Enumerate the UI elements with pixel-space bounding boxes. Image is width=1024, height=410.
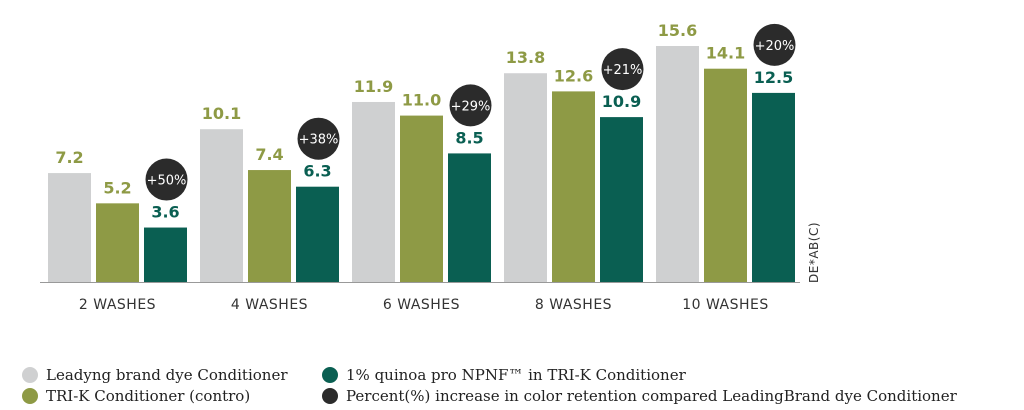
legend-label-percent: Percent(%) increase in color retention c…: [346, 387, 957, 405]
data-label-quinoa-2: 6.3: [303, 162, 331, 181]
x-tick-label-3: 6 WASHES: [383, 297, 460, 313]
data-label-trik-2: 7.4: [255, 145, 283, 164]
data-label-quinoa-5: 12.5: [754, 68, 793, 87]
percent-bubble-4: [601, 48, 644, 91]
x-tick-label-1: 2 WASHES: [79, 297, 156, 313]
data-label-quinoa-1: 3.6: [151, 203, 179, 222]
bar-trik-4: [552, 91, 595, 282]
bar-chart: 7.2 5.2 3.6 +50% 2 WASHES 10.1 7.4 6.3 +38% 4 WAS…: [40, 21, 821, 313]
legend-item-leading: Leadyng brand dye Conditioner: [22, 366, 288, 384]
data-label-leading-5: 15.6: [658, 21, 697, 40]
legend-swatch-trik: [22, 388, 38, 404]
bar-trik-2: [248, 170, 291, 282]
bar-leading-3: [352, 101, 395, 282]
data-label-trik-5: 14.1: [706, 44, 745, 63]
data-label-quinoa-3: 8.5: [455, 128, 483, 147]
bar-leading-1: [48, 173, 91, 282]
legend-item-quinoa: 1% quinoa pro NPNF™ in TRI-K Conditioner: [322, 366, 686, 384]
legend-swatch-quinoa: [322, 367, 338, 383]
bar-trik-5: [704, 68, 747, 282]
legend-item-percent: Percent(%) increase in color retention c…: [322, 387, 957, 405]
bar-leading-5: [656, 46, 699, 282]
percent-label-4: +21%: [603, 63, 643, 78]
percent-bubble-5: [753, 23, 796, 66]
percent-bubble-3: [449, 84, 492, 127]
percent-bubble-1: [145, 158, 188, 201]
bar-quinoa-2: [296, 186, 339, 282]
data-label-leading-2: 10.1: [202, 104, 241, 123]
percent-label-2: +38%: [299, 133, 339, 148]
data-label-leading-1: 7.2: [55, 148, 83, 167]
y-axis-label: DE*AB(C): [807, 222, 821, 283]
legend-item-trik: TRI-K Conditioner (contro): [22, 387, 250, 405]
bar-trik-1: [96, 203, 139, 282]
bar-trik-3: [400, 115, 443, 282]
percent-label-1: +50%: [147, 174, 187, 189]
legend-label-trik: TRI-K Conditioner (contro): [46, 387, 251, 405]
data-label-leading-3: 11.9: [354, 77, 393, 96]
data-label-quinoa-4: 10.9: [602, 92, 641, 111]
data-label-trik-1: 5.2: [103, 178, 131, 197]
bar-leading-4: [504, 73, 547, 282]
percent-bubble-2: [297, 117, 340, 160]
percent-label-5: +20%: [755, 39, 795, 54]
bar-quinoa-1: [144, 227, 187, 282]
legend-label-quinoa: 1% quinoa pro NPNF™ in TRI-K Conditioner: [346, 366, 686, 384]
bar-quinoa-5: [752, 92, 795, 283]
percent-label-3: +29%: [451, 99, 491, 114]
x-tick-label-5: 10 WASHES: [682, 297, 769, 313]
legend-swatch-percent: [322, 388, 338, 404]
bar-quinoa-3: [448, 153, 491, 282]
legend-swatch-leading: [22, 367, 38, 383]
data-label-trik-4: 12.6: [554, 66, 593, 85]
x-tick-label-2: 4 WASHES: [231, 297, 308, 313]
data-label-leading-4: 13.8: [506, 48, 545, 67]
data-label-trik-3: 11.0: [402, 91, 441, 110]
bar-quinoa-4: [600, 117, 643, 282]
legend-label-leading: Leadyng brand dye Conditioner: [46, 366, 288, 384]
bar-leading-2: [200, 129, 243, 282]
x-tick-label-4: 8 WASHES: [535, 297, 612, 313]
